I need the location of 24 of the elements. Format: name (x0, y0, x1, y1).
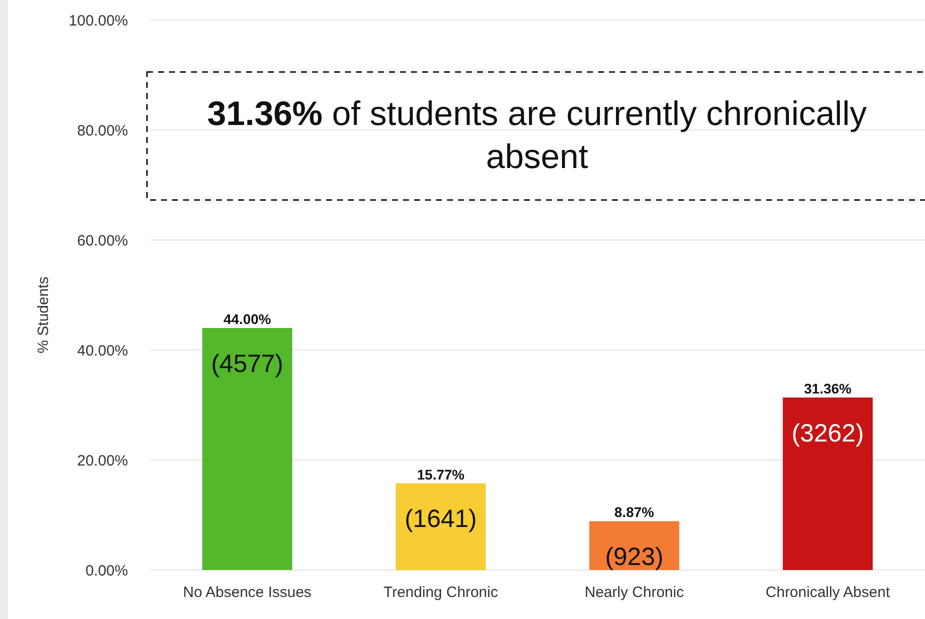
annotation: 31.36% of students are currently chronically absent (207, 95, 867, 176)
data-label: 15.77% (417, 466, 466, 482)
y-tick-label: 60.00% (77, 232, 128, 250)
bar (589, 521, 680, 570)
data-label: 8.87% (614, 504, 655, 520)
data-label: 44.00% (223, 311, 272, 327)
y-tick-label: 0.00% (85, 562, 128, 580)
y-tick-label: 100.00% (68, 12, 128, 30)
annotation: (3262) (792, 419, 864, 448)
annotation: (1641) (404, 505, 477, 534)
y-tick-label: 20.00% (77, 452, 128, 470)
x-tick-label: No Absence Issues (183, 584, 312, 601)
bar (782, 398, 873, 570)
y-tick-label: 40.00% (77, 342, 128, 360)
bar (202, 328, 292, 570)
y-axis-title: % Students (35, 276, 52, 354)
x-tick-label: Nearly Chronic (584, 584, 684, 601)
annotation: (4577) (211, 350, 284, 378)
x-tick-label: Trending Chronic (383, 584, 498, 601)
x-tick-label: Chronically Absent (766, 584, 891, 601)
data-label: 31.36% (804, 380, 852, 397)
annotation: (923) (605, 542, 664, 571)
y-tick-label: 80.00% (77, 122, 128, 140)
bar (396, 483, 486, 570)
